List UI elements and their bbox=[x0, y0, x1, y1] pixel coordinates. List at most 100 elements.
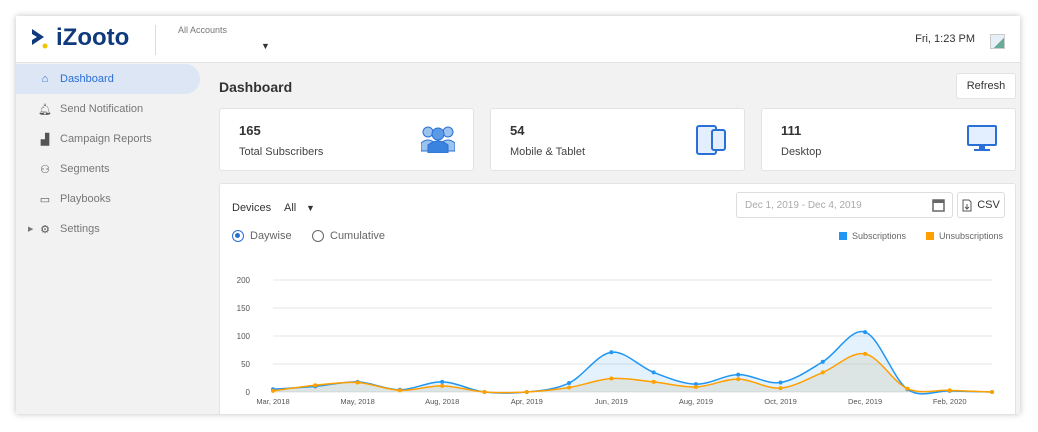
top-header: iZooto All Accounts ▼ Fri, 1:23 PM bbox=[16, 16, 1020, 63]
csv-download-button[interactable]: CSV bbox=[957, 192, 1005, 218]
date-range-input[interactable]: Dec 1, 2019 - Dec 4, 2019 bbox=[736, 192, 953, 218]
data-point bbox=[693, 384, 698, 389]
y-tick-label: 150 bbox=[237, 304, 251, 313]
radio-cumulative[interactable]: Cumulative bbox=[312, 230, 385, 242]
sidebar-item-send-notification[interactable]: 🔔︎ Send Notification bbox=[16, 94, 216, 124]
stat-label: Desktop bbox=[781, 146, 822, 158]
logo[interactable]: iZooto bbox=[30, 24, 129, 52]
y-tick-label: 50 bbox=[241, 360, 250, 369]
radio-label: Daywise bbox=[250, 230, 292, 242]
page-title: Dashboard bbox=[219, 79, 293, 95]
home-icon: ⌂ bbox=[41, 73, 49, 85]
file-download-icon bbox=[962, 199, 972, 211]
csv-label: CSV bbox=[977, 199, 1000, 211]
legend-label: Unsubscriptions bbox=[939, 231, 1004, 241]
sidebar-item-playbooks[interactable]: ▭ Playbooks bbox=[16, 184, 216, 214]
stat-value: 165 bbox=[239, 123, 261, 138]
series-area-1 bbox=[273, 353, 992, 393]
calendar-icon[interactable] bbox=[932, 198, 945, 212]
avatar[interactable] bbox=[990, 34, 1005, 49]
refresh-button[interactable]: Refresh bbox=[956, 73, 1016, 99]
sidebar-item-label: Campaign Reports bbox=[60, 133, 152, 145]
izooto-logo-icon bbox=[32, 29, 48, 49]
mobile-tablet-icon bbox=[696, 125, 726, 155]
data-point bbox=[820, 359, 825, 364]
x-tick-label: Aug, 2019 bbox=[679, 397, 713, 406]
y-tick-label: 0 bbox=[246, 388, 251, 397]
series-line-1 bbox=[272, 352, 993, 394]
legend-swatch bbox=[926, 232, 934, 240]
radio-label: Cumulative bbox=[330, 230, 386, 242]
sidebar-item-segments[interactable]: ⚇ Segments bbox=[16, 154, 216, 184]
data-point bbox=[651, 370, 656, 375]
data-point bbox=[482, 390, 487, 394]
logo-text: iZooto bbox=[56, 24, 130, 51]
devices-dropdown[interactable]: All bbox=[284, 202, 297, 214]
stat-card-desktop: 111 Desktop bbox=[761, 108, 1016, 171]
x-tick-label: Mar, 2018 bbox=[256, 397, 289, 406]
series-area-0 bbox=[273, 331, 992, 394]
data-point bbox=[567, 381, 572, 386]
stat-label: Mobile & Tablet bbox=[510, 146, 586, 158]
data-point bbox=[651, 379, 656, 384]
legend-swatch bbox=[839, 232, 847, 240]
data-point bbox=[736, 377, 741, 382]
stat-label: Total Subscribers bbox=[239, 146, 324, 158]
sidebar-item-label: Playbooks bbox=[60, 193, 111, 205]
data-point bbox=[990, 390, 994, 394]
data-point bbox=[609, 350, 614, 355]
radio-unchecked-icon[interactable] bbox=[312, 230, 324, 242]
y-tick-label: 100 bbox=[237, 332, 251, 341]
chart-card: Devices All ▼ Dec 1, 2019 - Dec 4, 2019 … bbox=[219, 183, 1016, 414]
data-point bbox=[820, 370, 825, 375]
data-point bbox=[271, 388, 275, 393]
sidebar: ⌂ Dashboard 🔔︎ Send Notification ▟ Campaign… bbox=[16, 64, 216, 414]
x-tick-label: Dec, 2019 bbox=[848, 397, 882, 406]
x-tick-label: Aug, 2018 bbox=[425, 397, 459, 406]
bar-chart-icon: ▟ bbox=[40, 133, 50, 146]
x-tick-label: Oct, 2019 bbox=[764, 397, 797, 406]
x-tick-label: May, 2018 bbox=[340, 397, 374, 406]
legend-subscriptions[interactable]: Subscriptions bbox=[839, 231, 906, 241]
legend-label: Subscriptions bbox=[852, 231, 907, 241]
gamepad-icon: ▭ bbox=[39, 193, 51, 206]
sidebar-item-label: Settings bbox=[60, 223, 100, 235]
x-tick-label: Apr, 2019 bbox=[511, 397, 543, 406]
sidebar-item-label: Segments bbox=[60, 163, 110, 175]
stat-value: 111 bbox=[781, 123, 802, 138]
caret-right-icon[interactable]: ▶ bbox=[28, 226, 34, 233]
sidebar-item-dashboard[interactable]: ⌂ Dashboard bbox=[16, 64, 200, 94]
radio-checked-icon[interactable] bbox=[232, 230, 244, 242]
legend-unsubscriptions[interactable]: Unsubscriptions bbox=[926, 231, 1003, 241]
data-point bbox=[524, 390, 529, 394]
data-point bbox=[905, 386, 910, 391]
app-window: iZooto All Accounts ▼ Fri, 1:23 PM ⌂ Dash… bbox=[16, 16, 1020, 414]
data-point bbox=[397, 388, 402, 393]
users-group-icon bbox=[421, 126, 455, 153]
data-point bbox=[778, 380, 783, 385]
account-selector-label[interactable]: All Accounts bbox=[178, 25, 228, 35]
data-point bbox=[778, 386, 783, 391]
stat-value: 54 bbox=[510, 123, 525, 138]
data-point bbox=[313, 383, 318, 388]
x-tick-label: Jun, 2019 bbox=[595, 397, 628, 406]
radio-daywise[interactable]: Daywise bbox=[232, 230, 292, 242]
chevron-down-icon[interactable]: ▼ bbox=[306, 203, 315, 213]
data-point bbox=[693, 382, 698, 387]
chevron-down-icon[interactable]: ▼ bbox=[261, 41, 270, 51]
stat-card-mobile-tablet: 54 Mobile & Tablet bbox=[490, 108, 745, 171]
data-point bbox=[736, 372, 741, 377]
data-point bbox=[567, 385, 572, 390]
line-chart: 0 50 100 150 200 Mar, 2018 May, 2018 Aug, 2018 A… bbox=[237, 276, 994, 406]
sidebar-item-label: Send Notification bbox=[60, 103, 144, 115]
data-point bbox=[355, 380, 360, 385]
data-point bbox=[440, 383, 445, 388]
desktop-icon bbox=[967, 125, 997, 151]
data-point bbox=[947, 388, 952, 393]
stat-card-total-subscribers: 165 Total Subscribers bbox=[219, 108, 474, 171]
sidebar-item-campaign-reports[interactable]: ▟ Campaign Reports bbox=[16, 124, 216, 154]
x-tick-label: Feb, 2020 bbox=[933, 397, 967, 406]
data-point bbox=[609, 376, 614, 381]
devices-label: Devices bbox=[232, 202, 272, 214]
sidebar-item-settings[interactable]: ▶ ⚙ Settings bbox=[16, 214, 216, 244]
